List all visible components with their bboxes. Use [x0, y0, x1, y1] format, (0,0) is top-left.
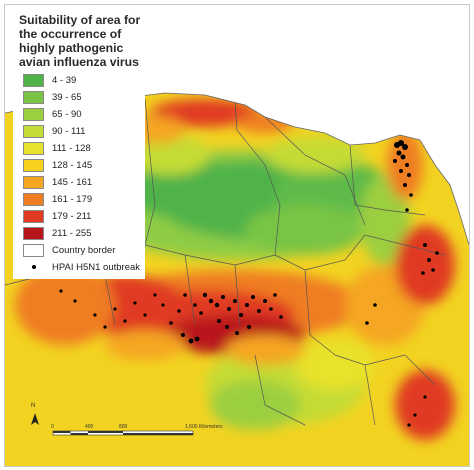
legend-label: 111 - 128: [52, 142, 91, 154]
legend-row: 145 - 161: [23, 175, 92, 189]
land-surface: [5, 93, 469, 466]
legend-swatch: [23, 209, 44, 223]
legend-row: 4 - 39: [23, 73, 76, 87]
legend-swatch: [23, 90, 44, 104]
scale-label: 400: [85, 424, 94, 430]
legend-title: Suitability of area for the occurrence o…: [19, 13, 159, 69]
legend-swatch: [23, 175, 44, 189]
legend-title-line: highly pathogenic: [19, 41, 124, 55]
north-label: N: [31, 403, 36, 409]
scale-bar: [52, 430, 194, 436]
legend-swatch: [23, 226, 44, 240]
legend-row: 39 - 65: [23, 90, 82, 104]
legend-swatch: [23, 73, 44, 87]
legend-row-outbreak: HPAI H5N1 outbreak: [23, 260, 140, 274]
legend-title-line: avian influenza virus: [19, 55, 139, 69]
legend-swatch: [23, 141, 44, 155]
legend-row: 90 - 111: [23, 124, 85, 138]
legend-label: 145 - 161: [52, 176, 93, 188]
legend-title-line: Suitability of area for: [19, 13, 141, 27]
scale-label: 1,600 Kilometers: [185, 424, 223, 430]
legend-swatch: [23, 158, 44, 172]
legend-swatch: [23, 243, 44, 257]
suitability-map: [5, 5, 469, 466]
legend-swatch: [23, 107, 44, 121]
legend-label: 65 - 90: [52, 108, 82, 120]
legend-label: 161 - 179: [52, 193, 93, 205]
legend-label: 39 - 65: [52, 91, 82, 103]
north-arrow: [31, 413, 39, 425]
legend-row: 128 - 145: [23, 158, 92, 172]
legend: 4 - 39 39 - 65 65 - 90 90 - 111 111 - 12…: [13, 73, 145, 279]
legend-title-line: the occurrence of: [19, 27, 122, 41]
legend-row: 179 - 211: [23, 209, 91, 223]
legend-label: 211 - 255: [52, 227, 92, 239]
legend-label: 179 - 211: [52, 210, 92, 222]
legend-row: 111 - 128: [23, 141, 91, 155]
legend-label: HPAI H5N1 outbreak: [52, 261, 141, 273]
legend-swatch: [23, 124, 44, 138]
legend-row: 211 - 255: [23, 226, 91, 240]
outbreak-dot-icon: [23, 261, 44, 274]
legend-label: Country border: [52, 244, 116, 256]
map-frame: Suitability of area for the occurrence o…: [4, 4, 470, 467]
legend-label: 90 - 111: [52, 125, 86, 137]
legend-row: 65 - 90: [23, 107, 82, 121]
legend-swatch: [23, 192, 44, 206]
legend-label: 128 - 145: [52, 159, 93, 171]
scale-label: 800: [119, 424, 128, 430]
legend-row: 161 - 179: [23, 192, 92, 206]
legend-label: 4 - 39: [52, 74, 77, 86]
legend-row-country-border: Country border: [23, 243, 115, 257]
outbreak-points: [59, 140, 439, 427]
scale-label: 0: [51, 424, 54, 430]
